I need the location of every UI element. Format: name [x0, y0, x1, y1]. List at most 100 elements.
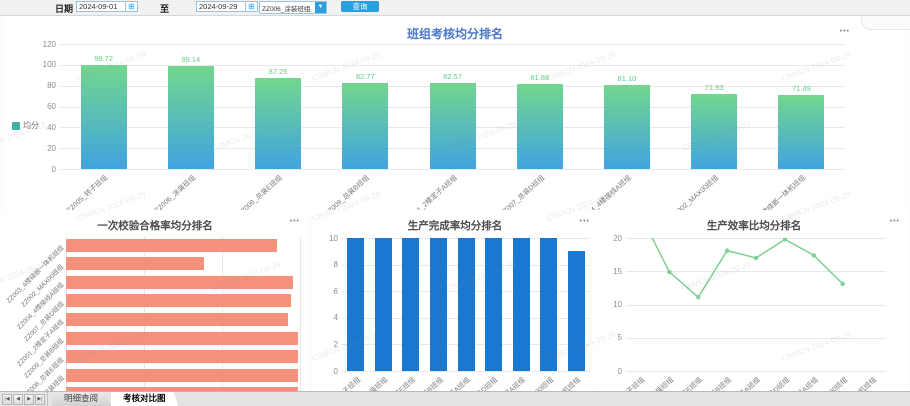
data-point	[696, 294, 701, 300]
chart-card-score: 班组考核均分排名 ••• 均分 99.72 99.14 87.25 82.77 82.5…	[4, 16, 906, 212]
tab-明细查阅[interactable]: 明细查阅	[52, 392, 111, 406]
bar-value-label: 99.72	[94, 54, 113, 64]
tab-navigation: |◀ ◀ ▶ ▶|	[0, 392, 48, 406]
date-from-input[interactable]	[76, 1, 128, 12]
bar	[255, 78, 302, 169]
bar-value-label: 87.25	[268, 67, 288, 77]
x-axis-label-text: ZZ007_总装D班组	[498, 174, 546, 212]
bar	[66, 368, 298, 382]
team-select-value: ZZ006_涂装班组	[262, 6, 311, 13]
chart-legend[interactable]: 均分	[12, 120, 39, 131]
tab-list: 明细查阅 考核对比图	[52, 392, 179, 406]
y-axis-tick: 40	[47, 122, 56, 132]
chart-card-efficiency: 生产效率比均分排名 ••• 05101520ZZ005_转子班组ZZ006_涂装…	[600, 210, 908, 406]
tab-考核对比图[interactable]: 考核对比图	[111, 392, 179, 406]
score-chart-plot: 99.72 99.14 87.25 82.77 82.57 81.88 81.10 71.93…	[60, 44, 845, 170]
x-axis-label-text: ZZ002_MAX00班组	[670, 174, 721, 212]
date-label: 日期	[55, 4, 74, 14]
gridline	[626, 304, 886, 306]
y-axis-tick: 5	[617, 333, 622, 343]
x-axis-label-text: ZZ004_4楼接线A班组	[577, 174, 633, 212]
bar	[66, 294, 291, 308]
x-axis-label-text: ZZ001_2楼定子A班组	[403, 174, 459, 212]
y-axis-tick: 6	[333, 286, 338, 296]
nav-prev-button[interactable]: ◀	[13, 393, 23, 405]
bar-value-label: 71.93	[704, 83, 724, 93]
x-axis-label-text: ZZ003_4楼绕嵌一体机班组	[740, 174, 808, 212]
y-axis-tick: 60	[47, 102, 56, 111]
y-axis-tick: 10	[613, 300, 622, 309]
more-menu-icon[interactable]: •••	[839, 28, 850, 35]
y-axis-tick: 15	[613, 266, 622, 276]
bar	[342, 82, 389, 169]
chart-title: 一次校验合格率均分排名	[97, 220, 213, 232]
data-point	[782, 238, 788, 242]
bar-value-label: 99.14	[181, 54, 201, 64]
to-label: 至	[160, 4, 170, 14]
bar-value-label: 71.49	[791, 83, 811, 93]
more-menu-icon[interactable]: •••	[289, 218, 300, 225]
data-point	[667, 269, 672, 275]
bar-value-label: 82.77	[355, 71, 375, 81]
pass-rate-chart-plot	[66, 236, 301, 406]
x-axis-label-text: ZZ006_涂装班组	[153, 174, 197, 212]
bar	[567, 251, 585, 371]
y-axis-tick: 20	[613, 233, 622, 243]
x-axis-label-text: ZZ005_转子班组	[66, 174, 110, 212]
bar	[429, 83, 476, 169]
team-select[interactable]: ZZ006_涂装班组 ▼	[259, 1, 327, 14]
y-axis-tick: 80	[47, 81, 56, 91]
toolbar: 日期 ⊞ 至 ⊞ ZZ006_涂装班组 ▼ 查询	[0, 0, 910, 16]
y-axis-tick: 0	[617, 366, 622, 376]
bar	[66, 331, 298, 345]
efficiency-chart-plot	[626, 238, 886, 372]
bar	[485, 238, 503, 371]
line-series	[651, 238, 845, 300]
gridline	[626, 238, 886, 239]
bar	[80, 65, 127, 169]
calendar-button-to[interactable]: ⊞	[245, 1, 258, 12]
nav-first-button[interactable]: |◀	[2, 393, 12, 405]
bar	[167, 65, 214, 169]
bar	[66, 238, 277, 252]
bar	[429, 238, 447, 371]
bar	[540, 238, 558, 371]
data-point	[811, 253, 816, 258]
bar	[374, 238, 392, 371]
query-button[interactable]: 查询	[341, 1, 379, 12]
completion-chart-plot	[342, 238, 590, 372]
legend-swatch	[12, 121, 20, 130]
dropdown-arrow-icon: ▼	[315, 2, 326, 13]
bar	[691, 94, 738, 169]
gridline	[626, 371, 886, 372]
date-to-input[interactable]	[196, 1, 248, 12]
y-axis-tick: 100	[42, 60, 56, 70]
more-menu-icon[interactable]: •••	[579, 218, 590, 225]
calendar-button-from[interactable]: ⊞	[125, 1, 138, 12]
y-axis-tick: 10	[329, 233, 338, 243]
bar	[66, 350, 298, 364]
bar	[516, 83, 563, 169]
bar	[778, 94, 825, 169]
gridline	[60, 64, 845, 66]
nav-next-button[interactable]: ▶	[24, 393, 34, 405]
calendar-icon: ⊞	[128, 2, 135, 11]
chart-title: 班组考核均分排名	[406, 27, 503, 41]
bar	[457, 238, 475, 371]
chart-card-pass-rate: 一次校验合格率均分排名 ••• ZZ003_4楼绕嵌一体机班组 ZZ002_MAX…	[2, 210, 308, 406]
bar	[402, 238, 420, 371]
y-axis-tick: 8	[333, 260, 338, 270]
sheet-tab-bar: |◀ ◀ ▶ ▶| 明细查阅 考核对比图	[0, 391, 910, 406]
x-axis-label-text: ZZ008_总装E班组	[237, 174, 285, 212]
y-axis-tick: 0	[51, 164, 56, 174]
chart-title: 生产效率比均分排名	[706, 220, 802, 232]
data-point	[753, 255, 759, 261]
nav-last-button[interactable]: ▶|	[35, 393, 45, 405]
calendar-icon: ⊞	[248, 2, 255, 11]
chart-card-completion: 生产完成率均分排名 ••• 0246810ZZ005_转子班组ZZ006_涂装班…	[312, 210, 598, 406]
gridline	[626, 271, 886, 273]
more-menu-icon[interactable]: •••	[889, 218, 900, 225]
gridline	[60, 44, 845, 45]
gridline	[626, 337, 886, 339]
bar	[66, 275, 293, 289]
